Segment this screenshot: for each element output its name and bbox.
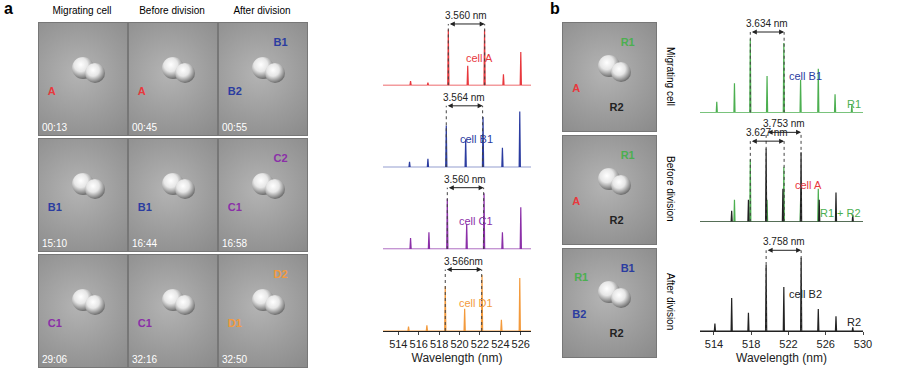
svg-text:3.758 nm: 3.758 nm bbox=[763, 236, 805, 247]
html-text:15:10: 15:10 bbox=[42, 238, 67, 249]
html-text:B2: B2 bbox=[572, 308, 587, 321]
html-text:R1: R1 bbox=[620, 149, 635, 161]
html-text:After division: After division bbox=[233, 5, 291, 16]
svg-text:cell B1: cell B1 bbox=[460, 133, 493, 145]
svg-text:R1: R1 bbox=[847, 98, 861, 110]
svg-text:Wavelength (nm): Wavelength (nm) bbox=[412, 351, 503, 365]
svg-text:530: 530 bbox=[854, 338, 872, 350]
html-text:A: A bbox=[137, 84, 146, 97]
html-text:C1: C1 bbox=[47, 316, 62, 329]
svg-text:cell C1: cell C1 bbox=[459, 215, 493, 227]
html-text:C1: C1 bbox=[137, 316, 152, 329]
html-text:After division: After division bbox=[665, 273, 676, 331]
html-text:R2: R2 bbox=[609, 326, 624, 339]
html-text:R1: R1 bbox=[574, 270, 589, 283]
html-text:16:44: 16:44 bbox=[132, 238, 157, 249]
html-text:A: A bbox=[572, 82, 581, 95]
html-text:C2: C2 bbox=[273, 152, 288, 165]
svg-text:cell B1: cell B1 bbox=[789, 70, 822, 82]
html-text:R1: R1 bbox=[620, 36, 635, 48]
svg-text:3.753 nm: 3.753 nm bbox=[763, 118, 805, 129]
html-text:A: A bbox=[572, 195, 581, 208]
html-text:Migrating cell: Migrating cell bbox=[52, 5, 112, 16]
html-text:D1: D1 bbox=[227, 316, 242, 329]
svg-text:Wavelength (nm): Wavelength (nm) bbox=[736, 351, 827, 365]
svg-text:3.634 nm: 3.634 nm bbox=[746, 18, 788, 29]
html-text:b: b bbox=[550, 0, 560, 17]
html-text:D2: D2 bbox=[273, 268, 288, 281]
svg-text:3.566nm: 3.566nm bbox=[444, 256, 483, 267]
svg-text:518: 518 bbox=[742, 338, 760, 350]
html-text:00:45: 00:45 bbox=[132, 122, 157, 133]
svg-text:3.560 nm: 3.560 nm bbox=[445, 10, 487, 21]
html-text:00:13: 00:13 bbox=[42, 122, 67, 133]
html-text:B2: B2 bbox=[227, 84, 242, 97]
svg-text:3.627 nm: 3.627 nm bbox=[746, 127, 788, 138]
svg-text:514: 514 bbox=[389, 338, 407, 350]
svg-text:cell B2: cell B2 bbox=[789, 288, 822, 300]
svg-text:516: 516 bbox=[410, 338, 428, 350]
html-text:B1: B1 bbox=[137, 200, 152, 213]
html-text:B1: B1 bbox=[47, 200, 62, 213]
svg-text:520: 520 bbox=[450, 338, 468, 350]
html-text:a: a bbox=[4, 0, 13, 17]
svg-text:526: 526 bbox=[512, 338, 530, 350]
svg-text:526: 526 bbox=[817, 338, 835, 350]
html-text:A: A bbox=[47, 84, 56, 97]
html-text:Before division: Before division bbox=[665, 156, 676, 222]
svg-text:522: 522 bbox=[779, 338, 797, 350]
html-text:29:06: 29:06 bbox=[42, 354, 67, 365]
html-text:C1: C1 bbox=[227, 200, 242, 213]
svg-text:cell A: cell A bbox=[795, 179, 822, 191]
html-text:Before division: Before division bbox=[139, 5, 205, 16]
html-text:Migrating cell: Migrating cell bbox=[665, 46, 676, 106]
svg-text:514: 514 bbox=[705, 338, 723, 350]
svg-text:3.564 nm: 3.564 nm bbox=[443, 92, 485, 103]
html-text:R2: R2 bbox=[609, 100, 624, 113]
html-text:R2: R2 bbox=[609, 213, 624, 226]
svg-text:R1 + R2: R1 + R2 bbox=[820, 207, 861, 219]
html-text:32:16: 32:16 bbox=[132, 354, 157, 365]
svg-text:518: 518 bbox=[430, 338, 448, 350]
svg-text:522: 522 bbox=[471, 338, 489, 350]
svg-text:cell D1: cell D1 bbox=[459, 297, 493, 309]
svg-text:R2: R2 bbox=[847, 316, 861, 328]
svg-text:3.560 nm: 3.560 nm bbox=[444, 174, 486, 185]
html-text:00:55: 00:55 bbox=[222, 122, 247, 133]
svg-text:cell A: cell A bbox=[466, 52, 493, 64]
svg-text:524: 524 bbox=[491, 338, 509, 350]
html-text:B1: B1 bbox=[273, 36, 288, 49]
html-text:32:50: 32:50 bbox=[222, 354, 247, 365]
html-text:16:58: 16:58 bbox=[222, 238, 247, 249]
html-text:B1: B1 bbox=[620, 262, 635, 274]
